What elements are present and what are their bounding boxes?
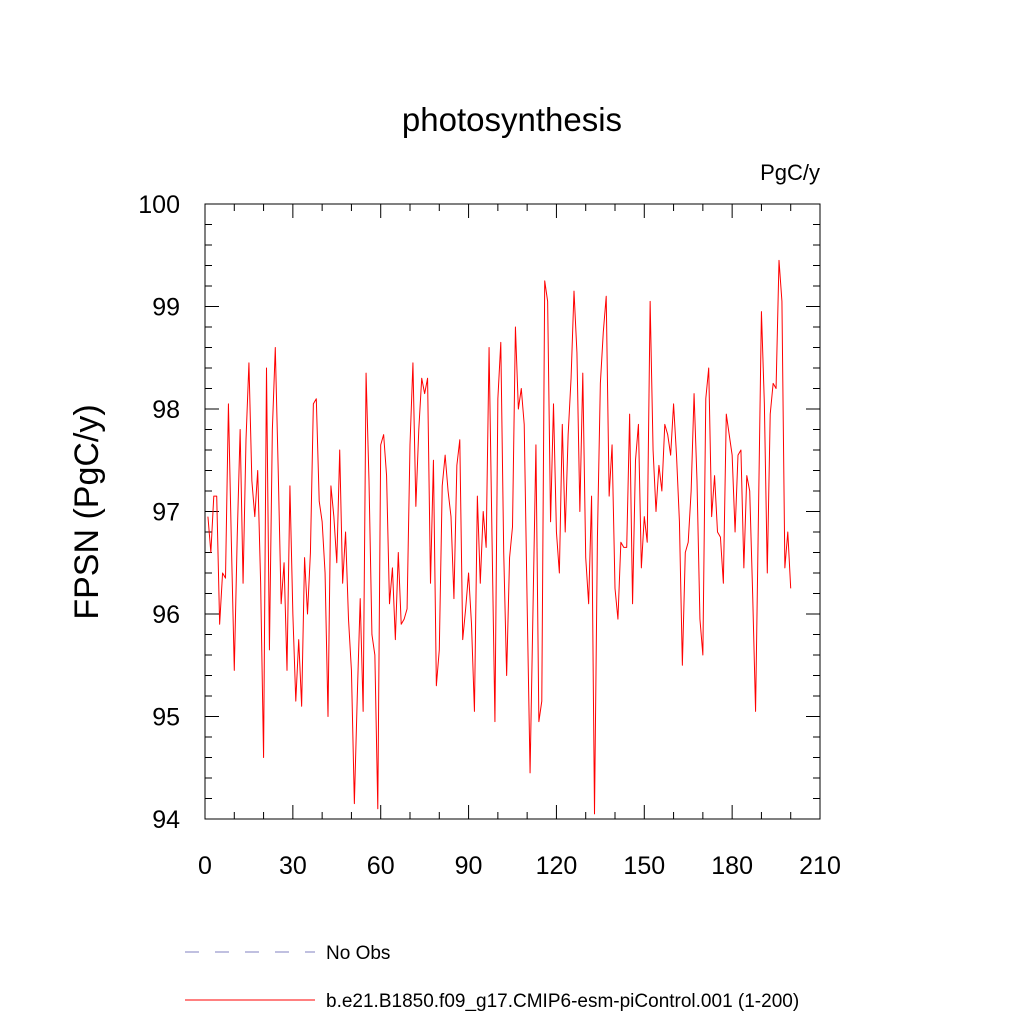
y-tick-label: 99 [152,294,180,322]
x-tick-label: 120 [536,852,578,880]
chart-title: photosynthesis [402,101,622,138]
units-label: PgC/y [760,160,820,185]
plot-area: 0 30 60 90 120 150 180 210 94 95 96 97 98 99 100 [138,191,841,880]
legend-label-model-run: b.e21.B1850.f09_g17.CMIP6-esm-piControl.… [326,991,799,1012]
x-tick-label: 210 [799,852,841,880]
x-tick-label: 90 [455,852,483,880]
x-tick-label: 180 [711,852,753,880]
y-tick-label: 95 [152,704,180,732]
legend: No Obs b.e21.B1850.f09_g17.CMIP6-esm-piC… [185,943,799,1012]
x-tick-label: 0 [198,852,212,880]
x-tick-label: 150 [623,852,665,880]
y-tick-label: 100 [138,191,180,219]
x-tick-label: 60 [367,852,395,880]
y-axis-label: FPSN (PgC/y) [68,404,106,619]
legend-label-no-obs: No Obs [326,943,390,964]
y-tick-label: 97 [152,499,180,527]
x-tick-label: 30 [279,852,307,880]
y-tick-label: 96 [152,601,180,629]
y-tick-label: 98 [152,396,180,424]
series-line-1 [207,259,792,815]
y-tick-label: 94 [152,806,180,834]
